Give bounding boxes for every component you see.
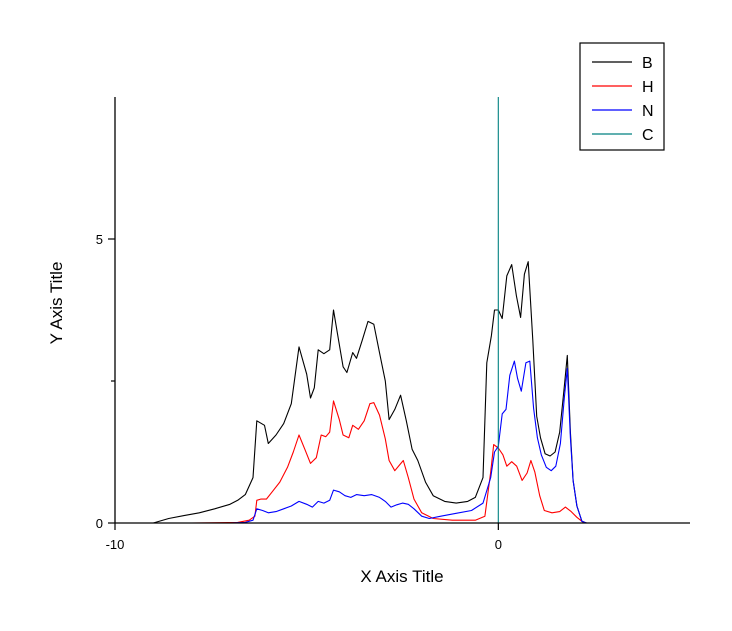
- x-axis-title: X Axis Title: [360, 567, 443, 586]
- legend-label-c: C: [642, 127, 654, 144]
- y-tick-label: 0: [96, 516, 103, 531]
- legend-label-h: H: [642, 79, 654, 96]
- legend-label-b: B: [642, 55, 653, 72]
- legend-label-n: N: [642, 103, 654, 120]
- series-layer: [115, 97, 690, 524]
- x-tick-label: -10: [106, 537, 125, 552]
- x-tick-label: 0: [495, 537, 502, 552]
- series-line-b: [115, 261, 690, 524]
- tick-layer: -10 005: [96, 232, 502, 552]
- y-tick-label: 5: [96, 232, 103, 247]
- y-axis-title: Y Axis Title: [47, 262, 66, 345]
- legend-frame: [579, 42, 665, 151]
- series-line-h: [115, 400, 690, 524]
- series-line-n: [115, 360, 690, 524]
